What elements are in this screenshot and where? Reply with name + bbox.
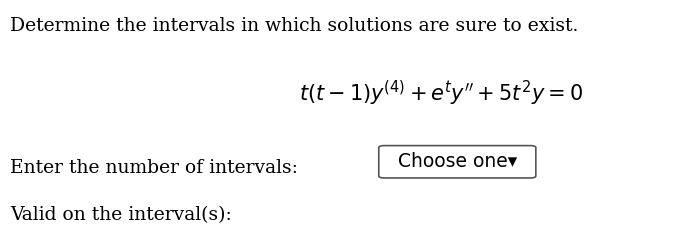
FancyBboxPatch shape	[379, 146, 536, 178]
Text: Choose one▾: Choose one▾	[398, 152, 517, 171]
Text: $t(t-1)y^{(4)} + e^{t}y^{\prime\prime} + 5t^{2}y = 0$: $t(t-1)y^{(4)} + e^{t}y^{\prime\prime} +…	[299, 79, 583, 108]
Text: Valid on the interval(s):: Valid on the interval(s):	[10, 206, 232, 224]
Text: Enter the number of intervals:: Enter the number of intervals:	[10, 159, 298, 177]
Text: Determine the intervals in which solutions are sure to exist.: Determine the intervals in which solutio…	[10, 17, 579, 35]
